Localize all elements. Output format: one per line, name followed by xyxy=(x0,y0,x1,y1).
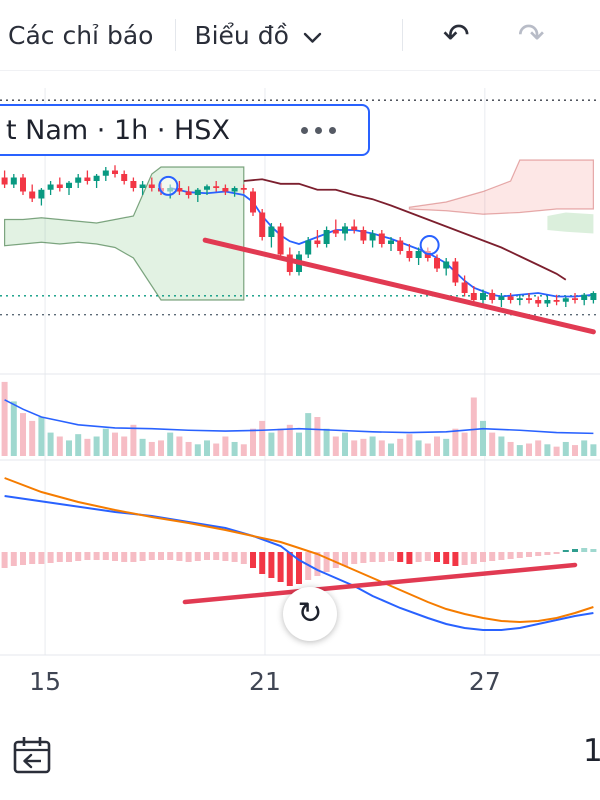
time-axis-label: 21 xyxy=(249,667,281,696)
more-options-icon[interactable] xyxy=(301,126,336,134)
reload-icon: ↻ xyxy=(297,596,323,631)
chart-type-button[interactable]: Biểu đồ xyxy=(194,20,322,50)
symbol-info-box[interactable]: t Nam · 1h · HSX xyxy=(0,104,370,156)
chevron-down-icon xyxy=(303,32,322,43)
toolbar-divider xyxy=(175,19,177,51)
go-to-date-button[interactable] xyxy=(10,733,56,782)
redo-button[interactable]: ↷ xyxy=(518,19,545,51)
chart-type-label: Biểu đồ xyxy=(194,20,289,50)
undo-button[interactable]: ↶ xyxy=(443,19,470,51)
macd-trendline[interactable] xyxy=(182,562,578,605)
volume-ma-line xyxy=(4,399,594,435)
top-toolbar: Các chỉ báo Biểu đồ ↶ ↷ xyxy=(0,0,600,71)
redo-icon: ↷ xyxy=(517,16,545,54)
toolbar-divider xyxy=(401,19,403,51)
undo-icon: ↶ xyxy=(442,16,470,54)
kijun-line xyxy=(243,178,567,281)
bottom-toolbar: 1 xyxy=(0,705,600,800)
indicators-button[interactable]: Các chỉ báo xyxy=(8,20,154,50)
gridlines xyxy=(0,88,600,656)
time-axis-label: 15 xyxy=(29,667,61,696)
price-scale-text: 1 xyxy=(583,733,600,769)
volume-bars xyxy=(1,381,597,456)
price-trendline[interactable] xyxy=(202,237,596,335)
circle-drawing[interactable] xyxy=(419,235,440,256)
time-axis-label: 27 xyxy=(469,667,501,696)
calendar-icon xyxy=(13,737,51,774)
macd-signal-line xyxy=(4,477,594,624)
reload-chart-button[interactable]: ↻ xyxy=(283,587,337,641)
macd-histogram xyxy=(1,548,597,586)
ichimoku-cloud xyxy=(3,159,595,301)
symbol-title: t Nam · 1h · HSX xyxy=(6,114,230,146)
circle-drawing[interactable] xyxy=(158,175,179,196)
